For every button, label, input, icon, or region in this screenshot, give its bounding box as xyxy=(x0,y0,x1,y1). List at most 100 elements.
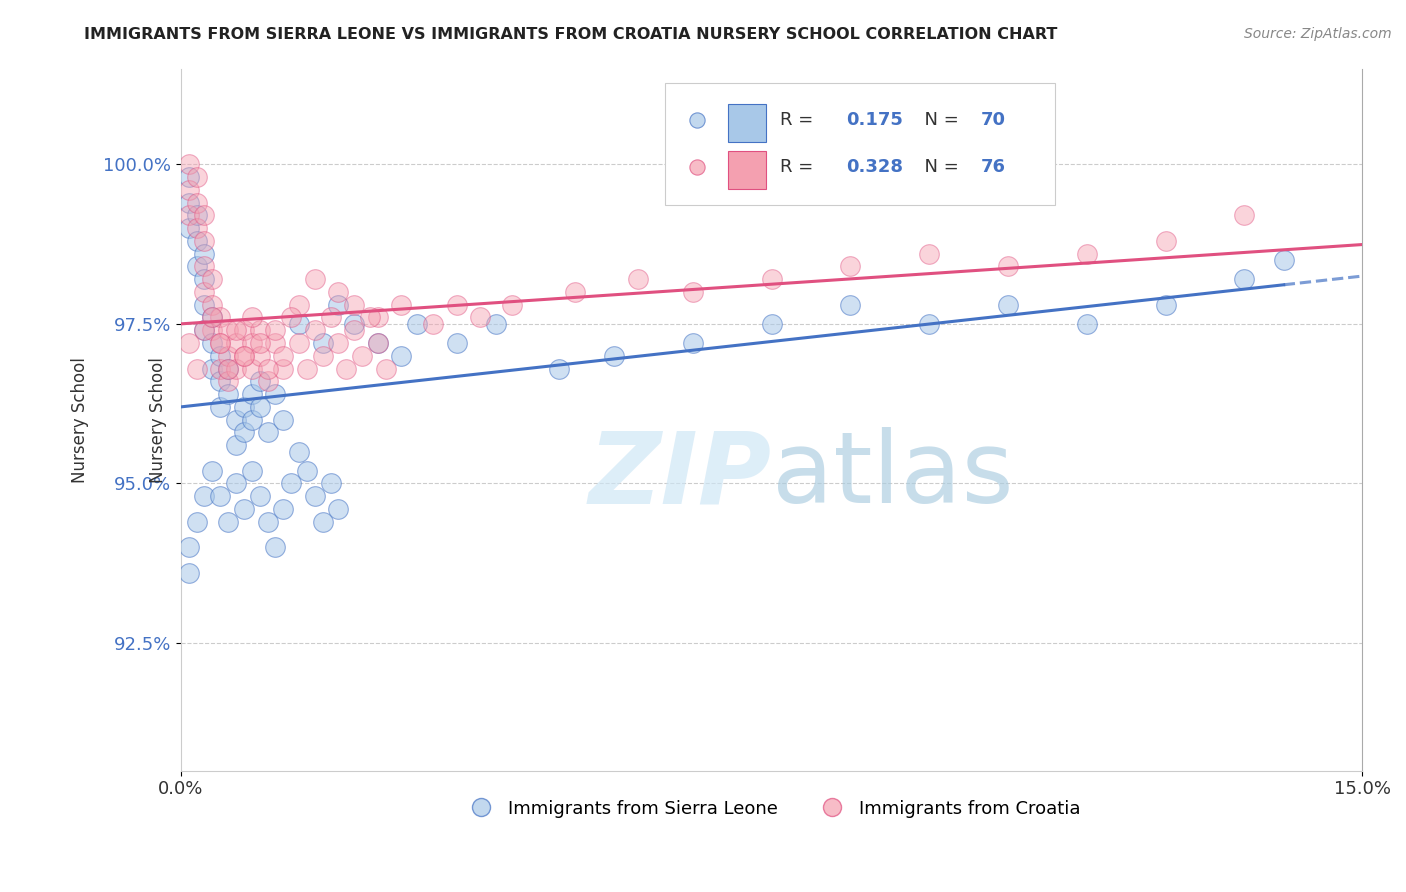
Point xyxy=(761,317,783,331)
Point xyxy=(201,464,224,478)
Point xyxy=(603,349,626,363)
Point xyxy=(217,361,239,376)
Point xyxy=(232,400,254,414)
Point xyxy=(311,336,333,351)
Point xyxy=(232,323,254,337)
Text: R =: R = xyxy=(780,111,818,128)
Point xyxy=(193,246,215,260)
Legend: Immigrants from Sierra Leone, Immigrants from Croatia: Immigrants from Sierra Leone, Immigrants… xyxy=(456,792,1088,825)
Point xyxy=(295,361,318,376)
Text: ZIP: ZIP xyxy=(589,427,772,524)
Point xyxy=(839,298,862,312)
Point xyxy=(997,260,1019,274)
Point xyxy=(186,361,208,376)
Point xyxy=(319,310,342,325)
Point xyxy=(225,336,247,351)
Point xyxy=(406,317,429,331)
Point xyxy=(367,310,389,325)
Point xyxy=(232,425,254,440)
Point xyxy=(288,317,311,331)
Point xyxy=(288,336,311,351)
Point xyxy=(264,336,287,351)
Point xyxy=(1076,246,1098,260)
Text: 70: 70 xyxy=(981,111,1005,128)
Text: R =: R = xyxy=(780,158,818,176)
FancyBboxPatch shape xyxy=(665,83,1056,205)
Text: 0.175: 0.175 xyxy=(846,111,903,128)
Point xyxy=(177,336,200,351)
Point xyxy=(201,272,224,286)
Point xyxy=(548,361,571,376)
Point xyxy=(249,400,271,414)
Point xyxy=(240,464,263,478)
Point xyxy=(501,298,523,312)
Point xyxy=(193,323,215,337)
Point xyxy=(627,272,650,286)
Point xyxy=(240,412,263,426)
Point xyxy=(217,515,239,529)
Point xyxy=(177,195,200,210)
Text: Source: ZipAtlas.com: Source: ZipAtlas.com xyxy=(1244,27,1392,41)
Point xyxy=(271,412,294,426)
Point xyxy=(311,349,333,363)
Point xyxy=(201,361,224,376)
Point xyxy=(232,349,254,363)
Point xyxy=(217,361,239,376)
Point xyxy=(201,298,224,312)
Point xyxy=(209,349,232,363)
Point xyxy=(193,323,215,337)
Y-axis label: Nursery School: Nursery School xyxy=(72,357,89,483)
Text: N =: N = xyxy=(914,111,965,128)
Point xyxy=(193,285,215,299)
Point xyxy=(186,195,208,210)
Point xyxy=(350,349,373,363)
Point xyxy=(304,489,326,503)
Point xyxy=(682,285,704,299)
Point xyxy=(193,489,215,503)
Point xyxy=(209,310,232,325)
Point xyxy=(217,323,239,337)
Point xyxy=(304,323,326,337)
Point xyxy=(225,438,247,452)
Point xyxy=(193,234,215,248)
Point xyxy=(271,361,294,376)
Point xyxy=(271,502,294,516)
Point xyxy=(249,489,271,503)
Text: N =: N = xyxy=(914,158,965,176)
Point xyxy=(280,310,302,325)
Point xyxy=(209,361,232,376)
Point xyxy=(1233,208,1256,222)
Point xyxy=(249,374,271,388)
Point xyxy=(201,336,224,351)
Point xyxy=(256,425,278,440)
Point xyxy=(186,208,208,222)
Bar xyxy=(728,151,766,189)
Point xyxy=(232,502,254,516)
Point xyxy=(1233,272,1256,286)
Point xyxy=(225,361,247,376)
Point xyxy=(209,400,232,414)
Point xyxy=(335,361,357,376)
Point xyxy=(240,387,263,401)
Point xyxy=(1154,298,1177,312)
Point xyxy=(470,310,492,325)
Point xyxy=(256,515,278,529)
Point xyxy=(225,476,247,491)
Point xyxy=(271,349,294,363)
Point xyxy=(256,374,278,388)
Point xyxy=(177,541,200,555)
Point xyxy=(367,336,389,351)
Point xyxy=(328,502,350,516)
Point xyxy=(343,298,366,312)
Point xyxy=(240,361,263,376)
Point xyxy=(177,566,200,580)
Point xyxy=(177,208,200,222)
Point xyxy=(319,476,342,491)
Point xyxy=(264,541,287,555)
Text: 0.328: 0.328 xyxy=(846,158,903,176)
Point xyxy=(217,387,239,401)
Point xyxy=(186,169,208,184)
Point xyxy=(328,336,350,351)
Point xyxy=(304,272,326,286)
Point xyxy=(918,317,941,331)
